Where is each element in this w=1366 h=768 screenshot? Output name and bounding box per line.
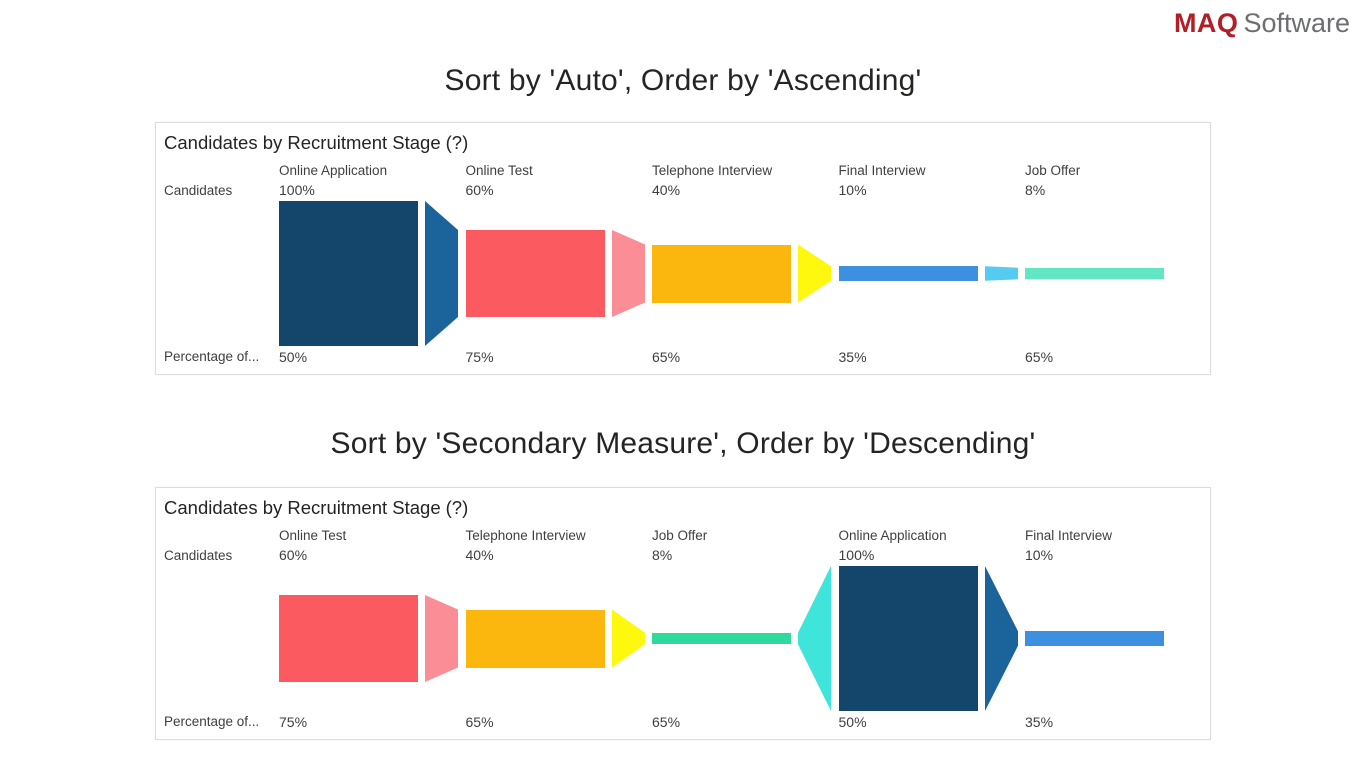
funnel-connector (611, 230, 645, 317)
stage-name-label: Online Test (465, 163, 533, 178)
horizontal-funnel-chart: Online Test 60% 75% Telephone Interview 40% 6… (156, 488, 1210, 739)
stage-secondary-value-label: 50% (838, 714, 867, 730)
funnel-connector (425, 201, 458, 346)
stage-secondary-value-label: 35% (838, 349, 867, 365)
horizontal-funnel-chart: Online Application 100% 50% Online Test 60% 7… (156, 123, 1210, 374)
stage-name-label: Final Interview (838, 163, 926, 178)
stage-primary-value-label: 100% (838, 547, 875, 563)
secondary-measure-label: Percentage of... (164, 349, 260, 364)
funnel-connector (984, 566, 1018, 711)
stage-name-label: Telephone Interview (652, 163, 773, 178)
funnel-connector (798, 244, 831, 303)
help-tooltip-trigger[interactable]: (?) (445, 132, 469, 153)
funnel-connector (984, 266, 1018, 281)
funnel-connector (425, 595, 458, 682)
funnel-bar[interactable] (838, 266, 978, 281)
funnel-connector (611, 609, 645, 668)
logo-name-text: Software (1243, 8, 1350, 38)
stage-primary-value-label: 8% (652, 547, 673, 563)
stage-primary-value-label: 60% (465, 182, 494, 198)
stage-primary-value-label: 60% (279, 547, 308, 563)
stage-secondary-value-label: 75% (279, 714, 308, 730)
maq-software-logo: MAQ Software (1174, 8, 1350, 39)
funnel-bar[interactable] (1025, 631, 1164, 646)
section-heading-secondary-descending: Sort by 'Secondary Measure', Order by 'D… (330, 427, 1036, 460)
funnel-bar[interactable] (465, 230, 605, 317)
stage-secondary-value-label: 65% (652, 714, 681, 730)
primary-measure-label: Candidates (164, 548, 233, 563)
visual-title: Candidates by Recruitment Stage (?) (164, 497, 468, 519)
help-tooltip-trigger[interactable]: (?) (445, 497, 469, 518)
stage-primary-value-label: 40% (465, 547, 494, 563)
stage-secondary-value-label: 35% (1025, 714, 1054, 730)
stage-name-label: Online Application (838, 528, 947, 543)
funnel-bar[interactable] (279, 595, 418, 682)
stage-name-label: Final Interview (1025, 528, 1113, 543)
stage-secondary-value-label: 65% (1025, 349, 1054, 365)
stage-secondary-value-label: 75% (465, 349, 494, 365)
logo-brand-text: MAQ (1173, 8, 1239, 38)
visual-title-text: Candidates by Recruitment Stage (164, 497, 441, 518)
section-heading-auto-ascending: Sort by 'Auto', Order by 'Ascending' (444, 64, 922, 97)
funnel-bar[interactable] (652, 244, 791, 303)
visual-title-text: Candidates by Recruitment Stage (164, 132, 441, 153)
funnel-visual-card: Candidates by Recruitment Stage (?) Candi… (155, 487, 1211, 740)
stage-name-label: Job Offer (652, 528, 708, 543)
secondary-measure-label: Percentage of... (164, 714, 260, 729)
funnel-bar[interactable] (1025, 267, 1164, 280)
visual-title: Candidates by Recruitment Stage (?) (164, 132, 468, 154)
stage-secondary-value-label: 65% (465, 714, 494, 730)
stage-secondary-value-label: 65% (652, 349, 681, 365)
stage-name-label: Telephone Interview (465, 528, 586, 543)
stage-primary-value-label: 8% (1025, 182, 1046, 198)
funnel-bar[interactable] (279, 201, 418, 346)
stage-primary-value-label: 40% (652, 182, 681, 198)
stage-primary-value-label: 100% (279, 182, 315, 198)
funnel-connector (798, 566, 831, 711)
funnel-bar[interactable] (652, 632, 791, 645)
stage-name-label: Online Test (279, 528, 347, 543)
primary-measure-label: Candidates (164, 183, 233, 198)
funnel-visual-card: Candidates by Recruitment Stage (?) Candi… (155, 122, 1211, 375)
stage-primary-value-label: 10% (1025, 547, 1054, 563)
stage-name-label: Job Offer (1025, 163, 1081, 178)
stage-primary-value-label: 10% (838, 182, 867, 198)
stage-secondary-value-label: 50% (279, 349, 308, 365)
funnel-bar[interactable] (465, 609, 605, 668)
stage-name-label: Online Application (279, 163, 388, 178)
funnel-bar[interactable] (838, 566, 978, 711)
